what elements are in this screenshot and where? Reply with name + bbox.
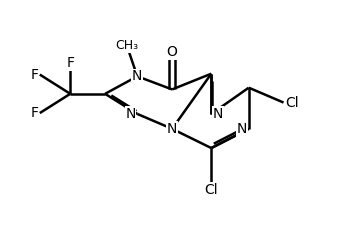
Text: Cl: Cl (204, 183, 218, 197)
Text: F: F (30, 67, 38, 81)
Text: N: N (167, 122, 177, 136)
Text: F: F (66, 56, 74, 70)
Text: F: F (30, 106, 38, 120)
Text: O: O (167, 45, 177, 59)
Text: N: N (125, 107, 136, 121)
Text: N: N (237, 122, 247, 136)
Text: N: N (213, 107, 223, 121)
Text: CH₃: CH₃ (115, 39, 138, 52)
Text: Cl: Cl (285, 96, 299, 110)
Text: N: N (132, 69, 143, 83)
